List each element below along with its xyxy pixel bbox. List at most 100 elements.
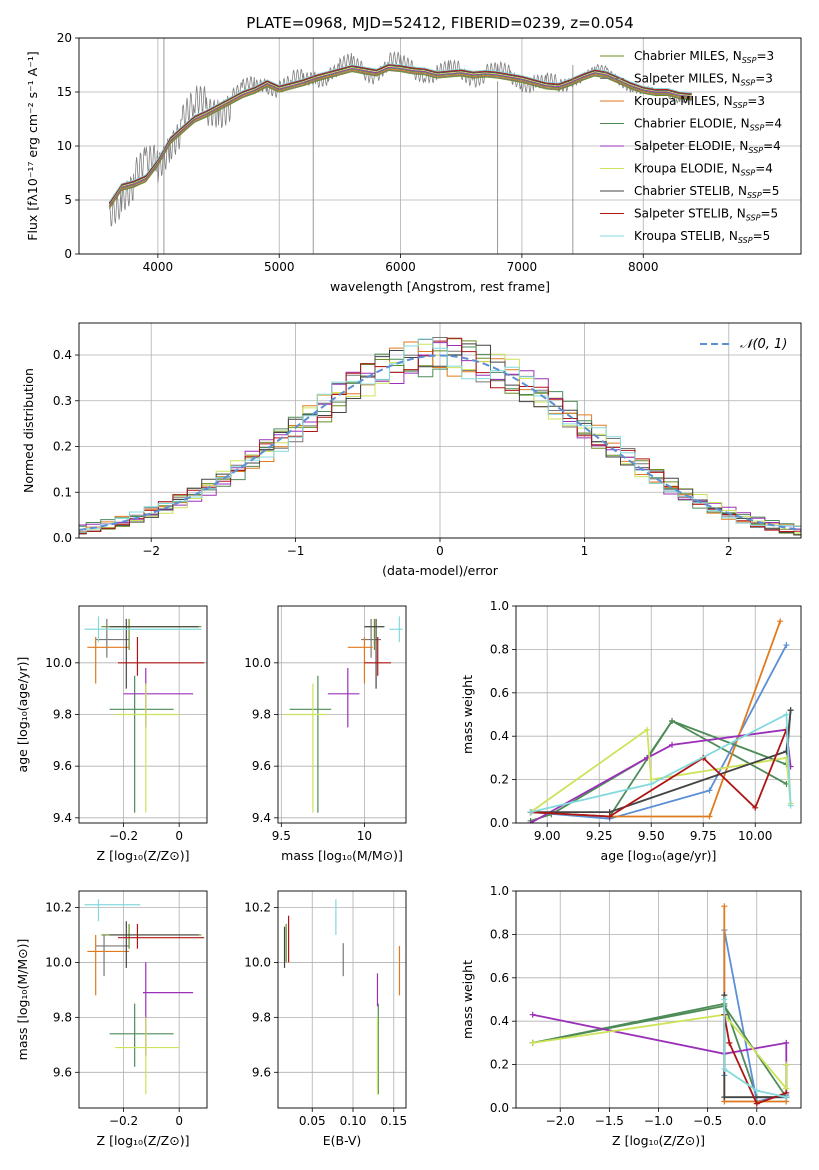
y-tick-label: 9.6 (252, 1065, 271, 1079)
x-tick-label: 5000 (264, 260, 295, 274)
x-tick-label: 4000 (143, 260, 174, 274)
plot-area (79, 337, 801, 536)
x-tick-label: −1 (287, 544, 305, 558)
y-tick-label: 9.6 (252, 759, 271, 773)
axes-frame (78, 322, 802, 539)
x-tick-label: 0 (175, 829, 183, 843)
y-tick-label: 0.2 (490, 773, 509, 787)
chart-Z-mass: −0.2 0 9.6 9.8 10.0 10.2 Z [log₁₀(Z/Z⊙)] mass [… (15, 890, 208, 1148)
x-tick-label: 0.0 (747, 1114, 766, 1128)
series-marker (753, 1100, 760, 1107)
axes-frame (515, 605, 802, 824)
model-line (108, 64, 692, 204)
x-tick-label: −2.0 (546, 1114, 575, 1128)
legend-label: Salpeter STELIB, NSSP=5 (634, 207, 778, 223)
x-tick-label: −0.5 (693, 1114, 722, 1128)
series-line (723, 995, 787, 1099)
plot-area (283, 899, 401, 1095)
y-tick-label: 0.4 (490, 1014, 509, 1028)
x-tick-label: −1.5 (595, 1114, 624, 1128)
series-marker (783, 1061, 790, 1068)
series-line (530, 710, 792, 813)
axes-frame (78, 890, 208, 1109)
x-tick-label: 1 (581, 544, 589, 558)
series-marker (644, 726, 651, 733)
series-marker (753, 1087, 760, 1094)
axes-frame (277, 605, 407, 824)
y-tick-label: 0.4 (490, 729, 509, 743)
plot-area (529, 903, 790, 1107)
x-axis-label: wavelength [Angstrom, rest frame] (330, 279, 550, 294)
plot-area (108, 38, 692, 254)
figure-title: PLATE=0968, MJD=52412, FIBERID=0239, z=0… (246, 14, 633, 32)
y-tick-label: 15 (57, 85, 72, 99)
y-tick-label: 10.2 (244, 900, 271, 914)
y-tick-label: 0.4 (53, 348, 72, 362)
x-tick-label: −0.2 (109, 1114, 138, 1128)
x-tick-label: 8000 (628, 260, 659, 274)
series-marker (527, 820, 534, 823)
y-tick-label: 10.0 (45, 955, 72, 969)
x-axis-label: mass [log₁₀(M/M⊙)] (281, 848, 403, 863)
y-tick-label: 0.6 (490, 971, 509, 985)
series-marker (527, 809, 534, 816)
axes-frame (277, 890, 407, 1109)
y-tick-label: 9.4 (252, 811, 271, 825)
y-tick-label: 10.0 (45, 656, 72, 670)
x-tick-label: 10 (357, 829, 372, 843)
y-tick-label: 0.6 (490, 686, 509, 700)
axes-frame (78, 37, 802, 255)
series-marker (783, 642, 790, 649)
x-tick-label: 7000 (507, 260, 538, 274)
x-tick-label: 0 (436, 544, 444, 558)
histogram-step (79, 342, 801, 530)
x-tick-label: −0.2 (109, 829, 138, 843)
series-line (530, 713, 792, 813)
series-marker (669, 741, 676, 748)
legend-label: Chabrier ELODIE, NSSP=4 (634, 117, 782, 133)
legend-label: Kroupa ELODIE, NSSP=4 (634, 162, 773, 178)
x-tick-label: 9.5 (272, 829, 291, 843)
x-tick-label: 9.25 (586, 829, 613, 843)
series-marker (529, 1039, 536, 1046)
y-axis-label: mass weight (460, 675, 475, 754)
y-tick-label: 1.0 (490, 884, 509, 898)
series-marker (606, 813, 613, 820)
y-tick-label: 9.6 (53, 1065, 72, 1079)
model-line (108, 67, 692, 207)
y-tick-label: 0.3 (53, 394, 72, 408)
y-tick-label: 0 (64, 247, 72, 261)
y-axis-label: Normed distribution (21, 368, 36, 493)
model-line (108, 63, 692, 203)
series-marker (529, 1011, 536, 1018)
y-tick-label: 0.0 (490, 816, 509, 830)
series-marker (648, 780, 655, 787)
histogram-step (79, 346, 801, 527)
x-axis-label: E(B-V) (323, 1133, 362, 1148)
series-marker (721, 996, 728, 1003)
series-line (723, 1014, 787, 1105)
y-tick-label: 0.0 (53, 531, 72, 545)
series-marker (721, 903, 728, 910)
chart-Z-age: −0.2 0 9.4 9.6 9.8 10.0 Z [log₁₀(Z/Z⊙)] age [lo… (15, 605, 208, 863)
series-marker (787, 707, 794, 714)
x-axis-label: age [log₁₀(age/yr)] (601, 848, 717, 863)
series-marker (706, 813, 713, 820)
model-line (108, 64, 692, 204)
y-tick-label: 0.2 (53, 440, 72, 454)
y-tick-label: 9.8 (252, 1010, 271, 1024)
chart-mass-age: 9.5 10 9.4 9.6 9.8 10.0 mass [log₁₀(M/M⊙)] (244, 605, 407, 863)
y-tick-label: 10 (57, 139, 72, 153)
y-axis-label: Flux [fλ10⁻¹⁷ erg cm⁻² s⁻¹ A⁻¹] (25, 51, 40, 240)
histogram-step (79, 337, 801, 535)
series-marker (783, 711, 790, 718)
chart-age-weight: 9.00 9.25 9.50 9.75 10.00 0.0 0.2 0.4 0.6 0.8 1.0 a… (460, 599, 802, 863)
x-tick-label: 0.10 (340, 1114, 367, 1128)
axes-frame (515, 890, 802, 1109)
y-tick-label: 1.0 (490, 599, 509, 613)
series-marker (721, 1094, 728, 1101)
model-line (108, 65, 692, 205)
y-tick-label: 10.0 (244, 656, 271, 670)
legend-label: Salpeter MILES, NSSP=3 (634, 72, 773, 88)
